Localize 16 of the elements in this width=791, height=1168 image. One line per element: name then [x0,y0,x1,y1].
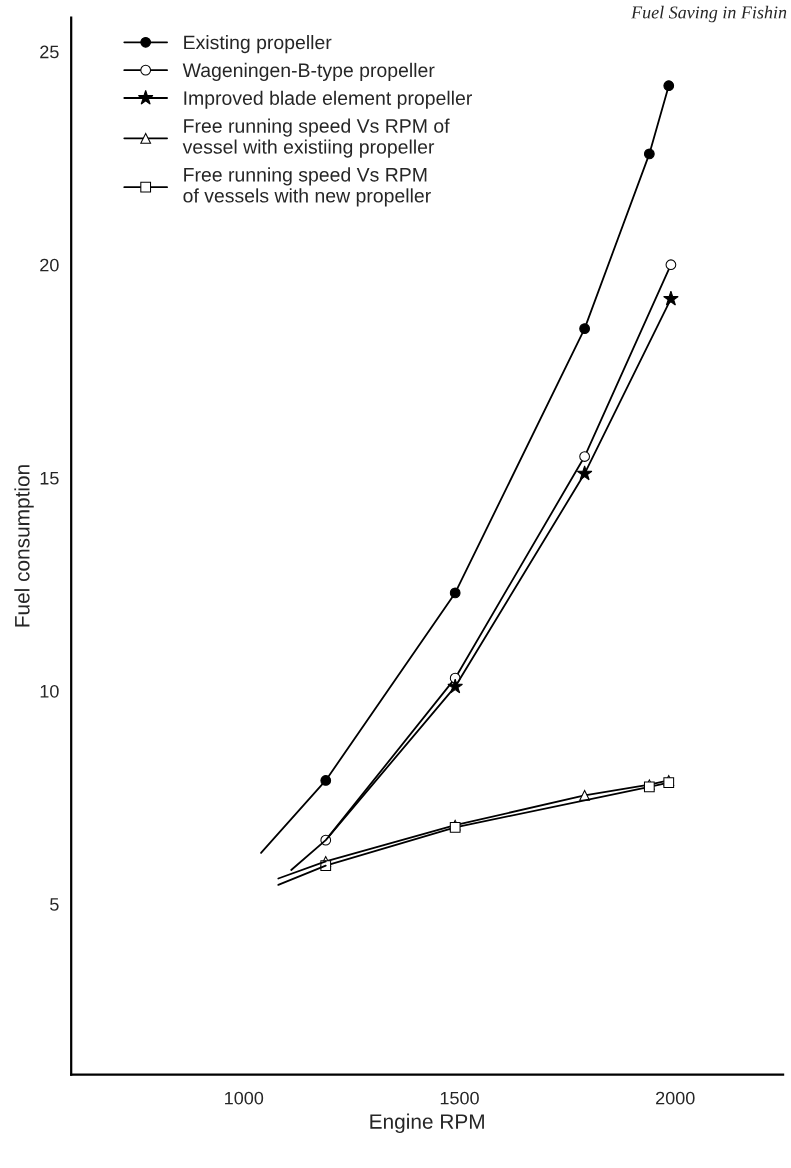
x-axis-title: Engine RPM [370,1113,484,1134]
x-tick-label: 2000 [656,1091,695,1105]
legend-label: Improved blade element propeller [184,90,472,109]
legend-label: Existing propeller [184,35,332,54]
legend-label: Free running speed Vs RPM of vessel with existiing propeller [182,118,450,158]
y-tick-label: 20 [40,258,59,272]
y-tick-label: 10 [40,684,59,698]
y-tick-label: 15 [40,471,59,485]
x-tick-label: 1500 [440,1091,479,1105]
x-tick-label: 1000 [225,1091,264,1105]
legend-label: Wageningen-B-type propeller [182,62,435,81]
legend-label: Free running speed Vs RPM of vessels with new propeller [183,167,431,207]
annotation: Fuel Saving in Fishin [630,5,787,23]
y-tick-label: 25 [40,45,59,59]
y-tick-label: 5 [50,898,59,911]
y-axis-title: Fuel consumption [14,465,34,627]
